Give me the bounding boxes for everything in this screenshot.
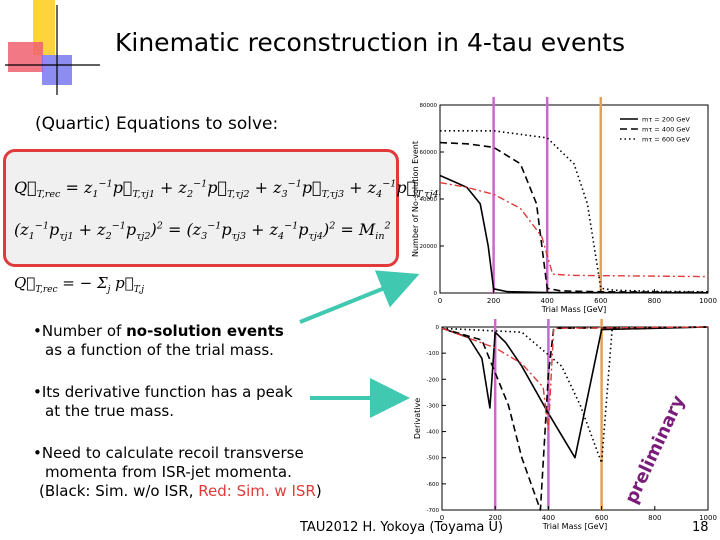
y-tick-label: 40000: [420, 197, 438, 203]
title-decoration: [5, 0, 100, 95]
no-solution-chart: 0 200 400 600 800 1000 0 20000 40000 60000 80000 Tr…: [411, 97, 717, 314]
bullet-red-text: Red: Sim. w ISR: [198, 482, 316, 500]
x-axis-label: Trial Mass [GeV]: [542, 522, 607, 531]
bullet-no-solution: •Number of no-solution events as a funct…: [33, 322, 284, 360]
plot-frame: [439, 104, 709, 294]
x-tick-label: 800: [648, 297, 661, 305]
x-tick-label: 600: [595, 514, 608, 522]
bullet-bold-text: no-solution events: [126, 322, 284, 340]
bullet-text: •Its derivative function has a peak: [33, 383, 293, 401]
y-tick-label: -700: [427, 508, 440, 514]
bullet-recoil: •Need to calculate recoil transverse mom…: [33, 444, 322, 501]
series-line: [439, 181, 709, 278]
bullet-text: at the true mass.: [45, 402, 174, 420]
x-tick-label: 400: [542, 514, 555, 522]
y-tick-label: 60000: [420, 150, 438, 156]
x-tick-label: 0: [440, 514, 444, 522]
x-tick-label: 200: [487, 297, 500, 305]
page-number: 18: [692, 520, 709, 535]
series-line: [441, 326, 709, 464]
x-tick-label: 800: [648, 514, 661, 522]
y-tick-label: 20000: [420, 244, 438, 250]
y-tick-label: -400: [427, 430, 440, 436]
bullet-derivative: •Its derivative function has a peak at t…: [33, 383, 293, 421]
legend-entry: mτ = 200 GeV: [642, 116, 690, 124]
y-axis-label: Derivative: [413, 398, 422, 439]
bullet-text: ): [315, 482, 322, 500]
series-line: [439, 141, 709, 294]
slide-title: Kinematic reconstruction in 4-tau events: [115, 28, 626, 57]
equation-mass: (z1−1pτj1 + z2−1pτj2)2 = (z3−1pτj3 + z4−…: [14, 220, 391, 243]
bullet-text: (Black: Sim. w/o ISR,: [39, 482, 199, 500]
legend-entry: mτ = 400 GeV: [642, 126, 690, 134]
derivative-chart: 0 200 400 600 800 1000 0 -100 -200 -300 -400 -500 -6…: [413, 319, 717, 531]
x-tick-label: 600: [594, 297, 607, 305]
bullet-text: •Number of: [33, 322, 127, 340]
y-tick-label: -500: [427, 456, 440, 462]
bullet-text: •Need to calculate recoil transverse: [33, 444, 304, 462]
y-tick-label: -600: [427, 482, 440, 488]
x-tick-label: 1000: [699, 514, 717, 522]
x-tick-label: 200: [489, 514, 502, 522]
equation-box: [3, 149, 399, 267]
y-tick-label: -200: [427, 377, 440, 383]
x-tick-label: 400: [541, 297, 554, 305]
series-line: [441, 326, 709, 511]
equation-momentum: Q⃗T,rec = z1−1p⃗T,τj1 + z2−1p⃗T,τj2 + z3…: [14, 178, 444, 201]
equations-heading: (Quartic) Equations to solve:: [35, 114, 279, 134]
arrow-to-top-chart: [299, 270, 420, 324]
bullet-text: momenta from ISR-jet momenta.: [45, 463, 292, 481]
bullet-text: as a function of the trial mass.: [45, 341, 274, 359]
equation-recoil: Q⃗T,rec = − Σj p⃗T,j: [14, 274, 145, 295]
series-line: [441, 326, 709, 430]
y-axis-label: Number of No-solution Event: [411, 141, 420, 257]
deco-yellow-block: [33, 0, 55, 55]
y-tick-label: 0: [436, 325, 440, 331]
x-tick-label: 1000: [699, 297, 717, 305]
y-tick-label: 80000: [420, 103, 438, 109]
x-tick-label: 0: [438, 297, 442, 305]
footer-credit: TAU2012 H. Yokoya (Toyama U): [300, 520, 504, 535]
y-tick-label: -300: [427, 403, 440, 409]
series-line: [439, 174, 709, 294]
plot-frame: [441, 326, 709, 511]
y-tick-label: 0: [434, 291, 438, 297]
legend-entry: mτ = 600 GeV: [642, 136, 690, 144]
y-tick-label: -100: [427, 351, 440, 357]
deco-red-block: [8, 42, 43, 72]
x-axis-label: Trial Mass [GeV]: [541, 305, 606, 314]
